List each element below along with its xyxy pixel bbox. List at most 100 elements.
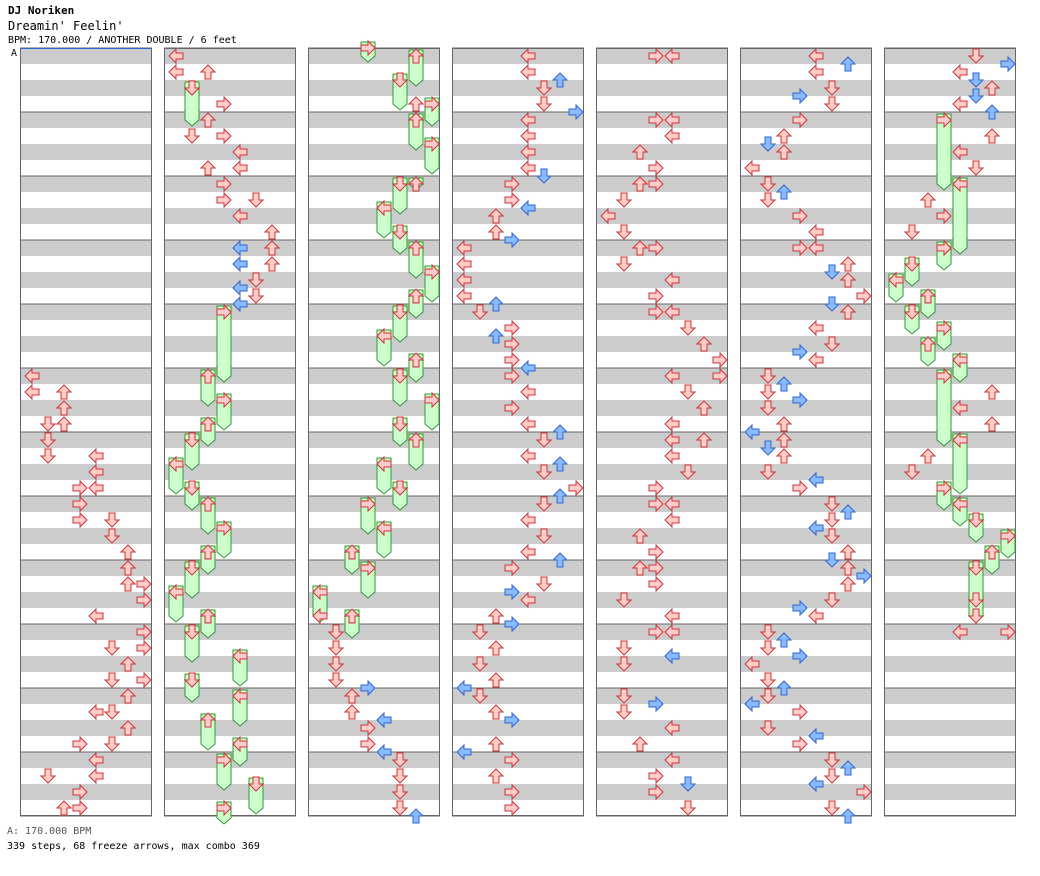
- freeze-arrow: [376, 455, 392, 495]
- red-step-arrow: [39, 432, 57, 448]
- red-step-arrow: [759, 176, 777, 192]
- red-step-arrow: [72, 495, 88, 513]
- red-step-arrow: [263, 256, 281, 272]
- red-step-arrow: [520, 415, 536, 433]
- blue-step-arrow: [664, 647, 680, 665]
- freeze-arrow: [407, 48, 425, 87]
- red-step-arrow: [119, 544, 137, 560]
- red-step-arrow: [199, 160, 217, 176]
- red-step-arrow: [136, 575, 152, 593]
- blue-step-arrow: [792, 599, 808, 617]
- red-step-arrow: [631, 240, 649, 256]
- red-step-arrow: [103, 736, 121, 752]
- red-step-arrow: [471, 304, 489, 320]
- red-step-arrow: [792, 239, 808, 257]
- red-step-arrow: [247, 192, 265, 208]
- blue-step-arrow: [376, 711, 392, 729]
- red-step-arrow: [648, 575, 664, 593]
- freeze-arrow: [391, 480, 409, 511]
- red-step-arrow: [808, 223, 824, 241]
- red-step-arrow: [456, 239, 472, 257]
- red-step-arrow: [775, 448, 793, 464]
- red-step-arrow: [615, 656, 633, 672]
- red-step-arrow: [631, 176, 649, 192]
- red-step-arrow: [759, 400, 777, 416]
- red-step-arrow: [792, 479, 808, 497]
- red-step-arrow: [327, 624, 345, 640]
- red-step-arrow: [471, 688, 489, 704]
- red-step-arrow: [504, 191, 520, 209]
- freeze-arrow: [216, 519, 232, 559]
- red-step-arrow: [615, 592, 633, 608]
- red-step-arrow: [72, 799, 88, 817]
- blue-step-arrow: [775, 376, 793, 392]
- blue-step-arrow: [360, 679, 376, 697]
- red-step-arrow: [183, 80, 201, 96]
- blue-step-arrow: [456, 743, 472, 761]
- red-step-arrow: [407, 96, 425, 112]
- red-step-arrow: [759, 368, 777, 384]
- blue-step-arrow: [648, 695, 664, 713]
- red-step-arrow: [983, 416, 1001, 432]
- red-step-arrow: [391, 784, 409, 800]
- red-step-arrow: [504, 319, 520, 337]
- freeze-arrow: [888, 271, 904, 303]
- red-step-arrow: [664, 447, 680, 465]
- red-step-arrow: [407, 112, 425, 128]
- freeze-arrow: [360, 559, 376, 599]
- red-step-arrow: [664, 303, 680, 321]
- red-step-arrow: [679, 800, 697, 816]
- freeze-arrow: [360, 39, 376, 63]
- red-step-arrow: [615, 192, 633, 208]
- red-step-arrow: [504, 351, 520, 369]
- freeze-arrow: [216, 391, 232, 431]
- red-step-arrow: [487, 608, 505, 624]
- red-step-arrow: [119, 720, 137, 736]
- blue-step-arrow: [487, 328, 505, 344]
- red-step-arrow: [136, 639, 152, 657]
- red-step-arrow: [535, 496, 553, 512]
- red-step-arrow: [823, 80, 841, 96]
- red-step-arrow: [664, 47, 680, 65]
- red-step-arrow: [535, 96, 553, 112]
- red-step-arrow: [456, 287, 472, 305]
- red-step-arrow: [823, 96, 841, 112]
- chart-column: [740, 47, 872, 817]
- red-step-arrow: [648, 559, 664, 577]
- red-step-arrow: [839, 576, 857, 592]
- red-step-arrow: [391, 768, 409, 784]
- freeze-arrow: [343, 608, 361, 639]
- red-step-arrow: [648, 175, 664, 193]
- red-step-arrow: [119, 560, 137, 576]
- red-step-arrow: [520, 447, 536, 465]
- blue-step-arrow: [792, 343, 808, 361]
- blue-step-arrow: [856, 567, 872, 585]
- red-step-arrow: [808, 63, 824, 81]
- red-step-arrow: [24, 367, 40, 385]
- red-step-arrow: [631, 560, 649, 576]
- red-step-arrow: [919, 192, 937, 208]
- freeze-arrow: [232, 647, 248, 687]
- blue-step-arrow: [504, 231, 520, 249]
- red-step-arrow: [664, 751, 680, 769]
- blue-step-arrow: [376, 743, 392, 761]
- red-step-arrow: [695, 400, 713, 416]
- red-step-arrow: [664, 511, 680, 529]
- freeze-arrow: [199, 416, 217, 447]
- blue-step-arrow: [839, 56, 857, 72]
- red-step-arrow: [967, 608, 985, 624]
- freeze-arrow: [376, 199, 392, 239]
- blue-step-arrow: [232, 255, 248, 273]
- red-step-arrow: [839, 544, 857, 560]
- freeze-arrow: [424, 263, 440, 303]
- red-step-arrow: [103, 512, 121, 528]
- red-step-arrow: [615, 256, 633, 272]
- red-step-arrow: [936, 207, 952, 225]
- red-step-arrow: [712, 367, 728, 385]
- red-step-arrow: [471, 656, 489, 672]
- red-step-arrow: [839, 560, 857, 576]
- red-step-arrow: [88, 479, 104, 497]
- red-step-arrow: [343, 704, 361, 720]
- blue-step-arrow: [1000, 55, 1016, 73]
- red-step-arrow: [88, 751, 104, 769]
